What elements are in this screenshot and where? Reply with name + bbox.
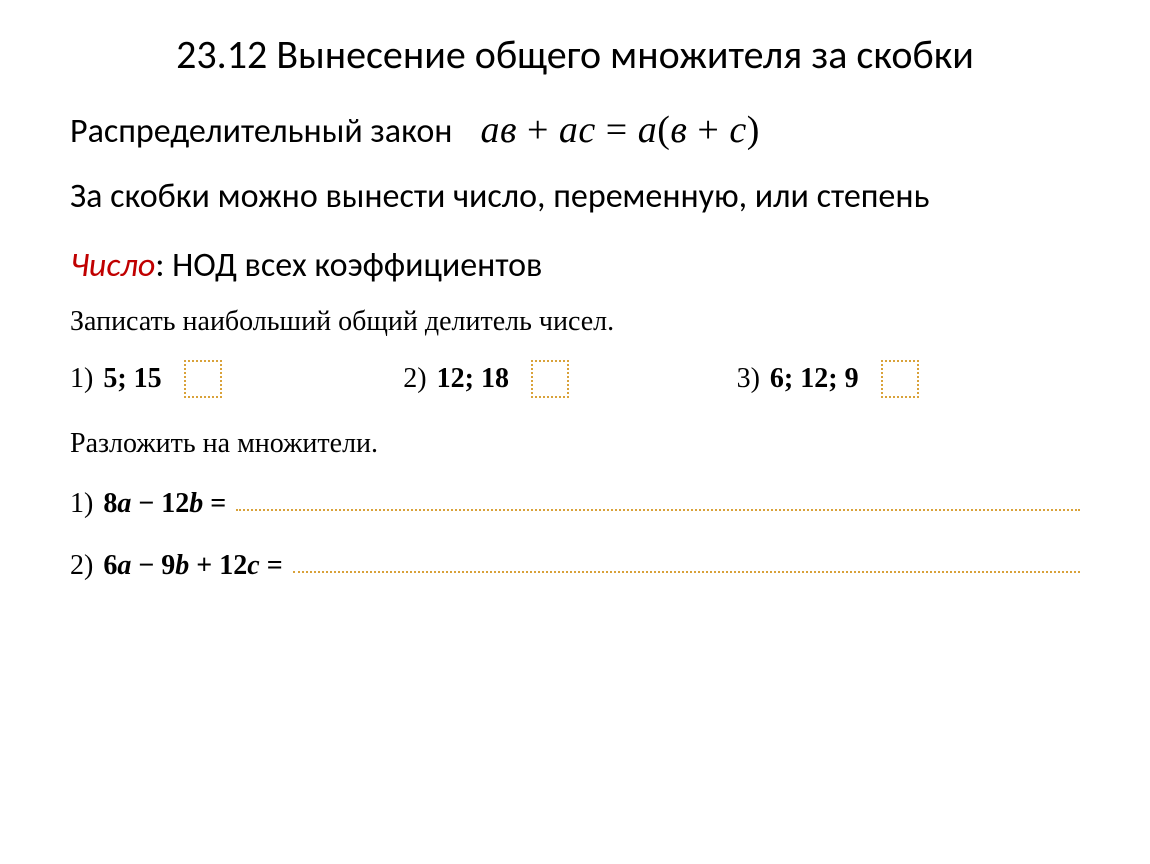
gcd-item: 1) 5; 15 xyxy=(70,360,403,398)
gcd-row: 1) 5; 15 2) 12; 18 3) 6; 12; 9 xyxy=(70,360,1080,398)
gcd-index: 2) xyxy=(403,363,426,395)
gcd-index: 3) xyxy=(737,363,760,395)
answer-line[interactable] xyxy=(236,509,1080,511)
gcd-task-heading: Записать наибольший общий делитель чисел… xyxy=(70,306,1080,338)
number-nod-line: Число: НОД всех коэффициентов xyxy=(70,245,1080,286)
gcd-numbers: 12; 18 xyxy=(437,363,509,395)
answer-box[interactable] xyxy=(184,360,222,398)
slide-page: 23.12 Вынесение общего множителя за скоб… xyxy=(0,0,1150,864)
gcd-numbers: 6; 12; 9 xyxy=(770,363,859,395)
factor-row: 2) 6a − 9b + 12c = xyxy=(70,550,1080,582)
factor-task-heading: Разложить на множители. xyxy=(70,428,1080,460)
law-label: Распределительный закон xyxy=(70,111,452,152)
gcd-numbers: 5; 15 xyxy=(103,363,161,395)
answer-box[interactable] xyxy=(881,360,919,398)
page-title: 23.12 Вынесение общего множителя за скоб… xyxy=(70,30,1080,80)
factor-expression: 6a − 9b + 12c = xyxy=(103,550,282,582)
factor-expression: 8a − 12b = xyxy=(103,488,226,520)
distributive-law-row: Распределительный закон aв + ac = a(в + … xyxy=(70,108,1080,152)
explain-text: За скобки можно вынести число, переменну… xyxy=(70,176,1080,219)
answer-line[interactable] xyxy=(293,571,1080,573)
gcd-index: 1) xyxy=(70,363,93,395)
factor-index: 2) xyxy=(70,550,93,582)
gcd-item: 2) 12; 18 xyxy=(403,360,736,398)
factor-index: 1) xyxy=(70,488,93,520)
number-rest: : НОД всех коэффициентов xyxy=(155,245,542,286)
factor-row: 1) 8a − 12b = xyxy=(70,488,1080,520)
number-red-word: Число xyxy=(70,245,155,286)
gcd-item: 3) 6; 12; 9 xyxy=(737,360,1070,398)
answer-box[interactable] xyxy=(531,360,569,398)
law-formula: aв + ac = a(в + c) xyxy=(480,108,759,152)
